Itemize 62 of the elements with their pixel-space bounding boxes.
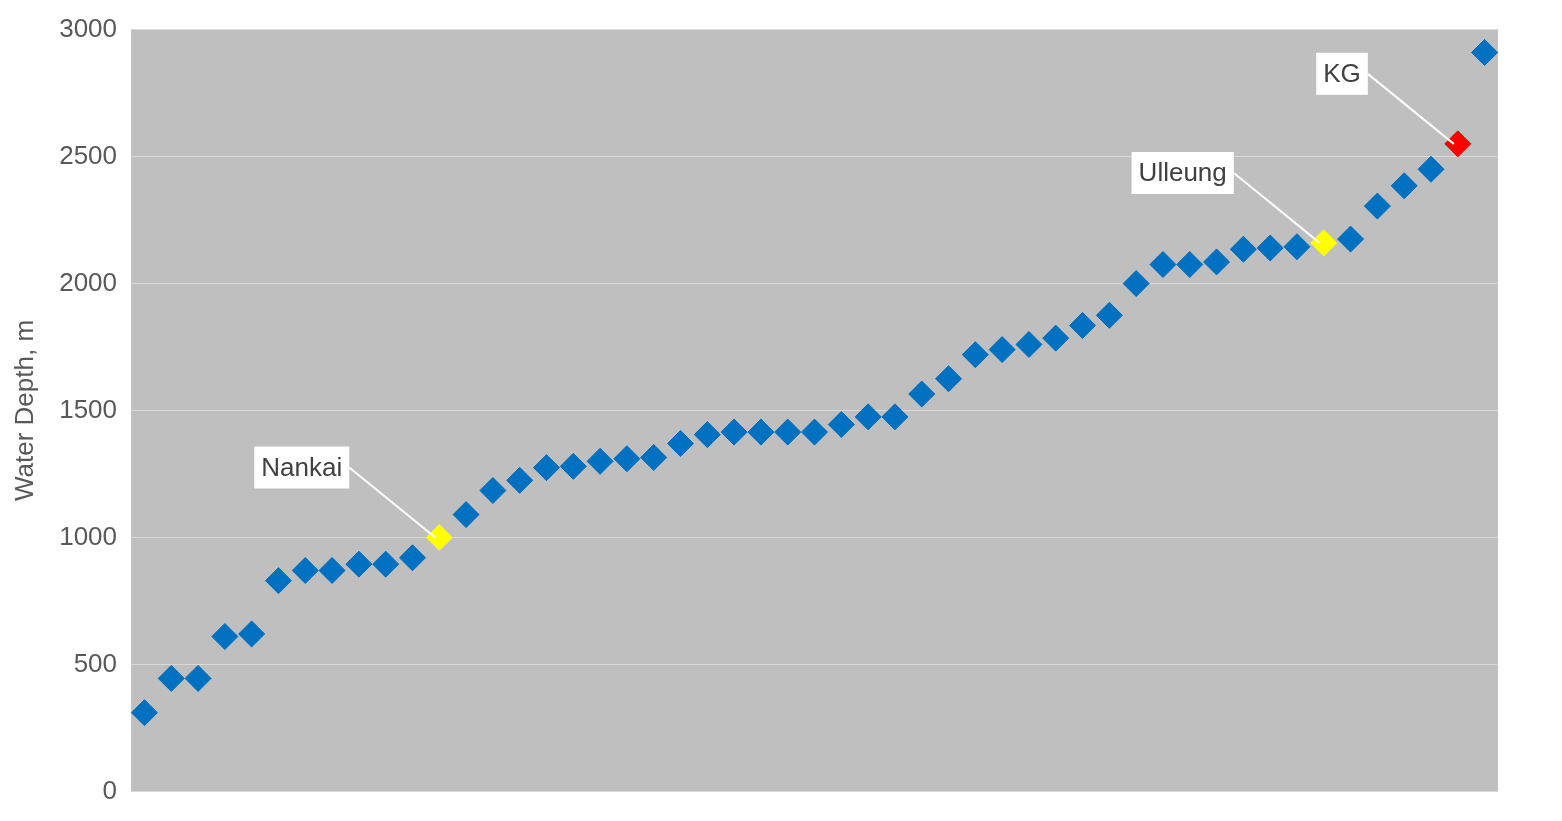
point [908,380,936,408]
point [1042,324,1070,352]
point [1417,155,1445,183]
point [291,556,319,584]
point [854,403,882,431]
y-axis-title: Water Depth, m [8,319,39,502]
point [425,523,453,551]
point [1337,225,1365,253]
point [1363,192,1391,220]
y-tick-label: 0 [102,774,118,805]
point [640,443,668,471]
point [667,430,694,458]
point [1095,301,1123,329]
point [372,550,400,578]
point [827,410,855,438]
point [532,454,560,482]
y-tick-label: 1500 [59,393,118,424]
point [1390,172,1418,200]
annotation: Nankai [261,451,343,482]
point [506,466,534,494]
y-tick-label: 3000 [59,12,118,43]
point [747,418,775,446]
point [559,452,587,480]
point [398,544,426,572]
point [1283,233,1311,261]
point [130,699,158,727]
point [774,418,802,446]
y-tick-label: 2500 [59,139,118,170]
point [184,664,212,692]
point [1069,311,1097,339]
point [1122,270,1150,298]
point [961,341,989,369]
point [881,403,909,431]
point [1176,250,1204,278]
point [264,567,292,595]
point [613,445,641,473]
y-tick-label: 2000 [59,266,118,297]
y-tick-label: 1000 [59,520,118,551]
point [586,447,614,475]
point [211,623,239,650]
point [935,365,963,393]
point [238,620,266,648]
point [801,418,829,446]
annotation: Ulleung [1138,157,1227,188]
point [479,476,507,504]
point [1015,330,1043,358]
point [1203,248,1231,276]
point [345,550,373,578]
point [157,664,185,692]
annotation: KG [1323,58,1361,89]
point [1310,229,1338,257]
y-tick-label: 500 [73,647,118,678]
point [1471,38,1499,66]
point [693,421,721,449]
point [1256,234,1284,262]
point [720,418,748,446]
point [452,501,480,529]
point [1149,250,1177,278]
point [1444,130,1472,158]
point [318,556,346,584]
point [1229,235,1257,263]
point [988,336,1016,364]
